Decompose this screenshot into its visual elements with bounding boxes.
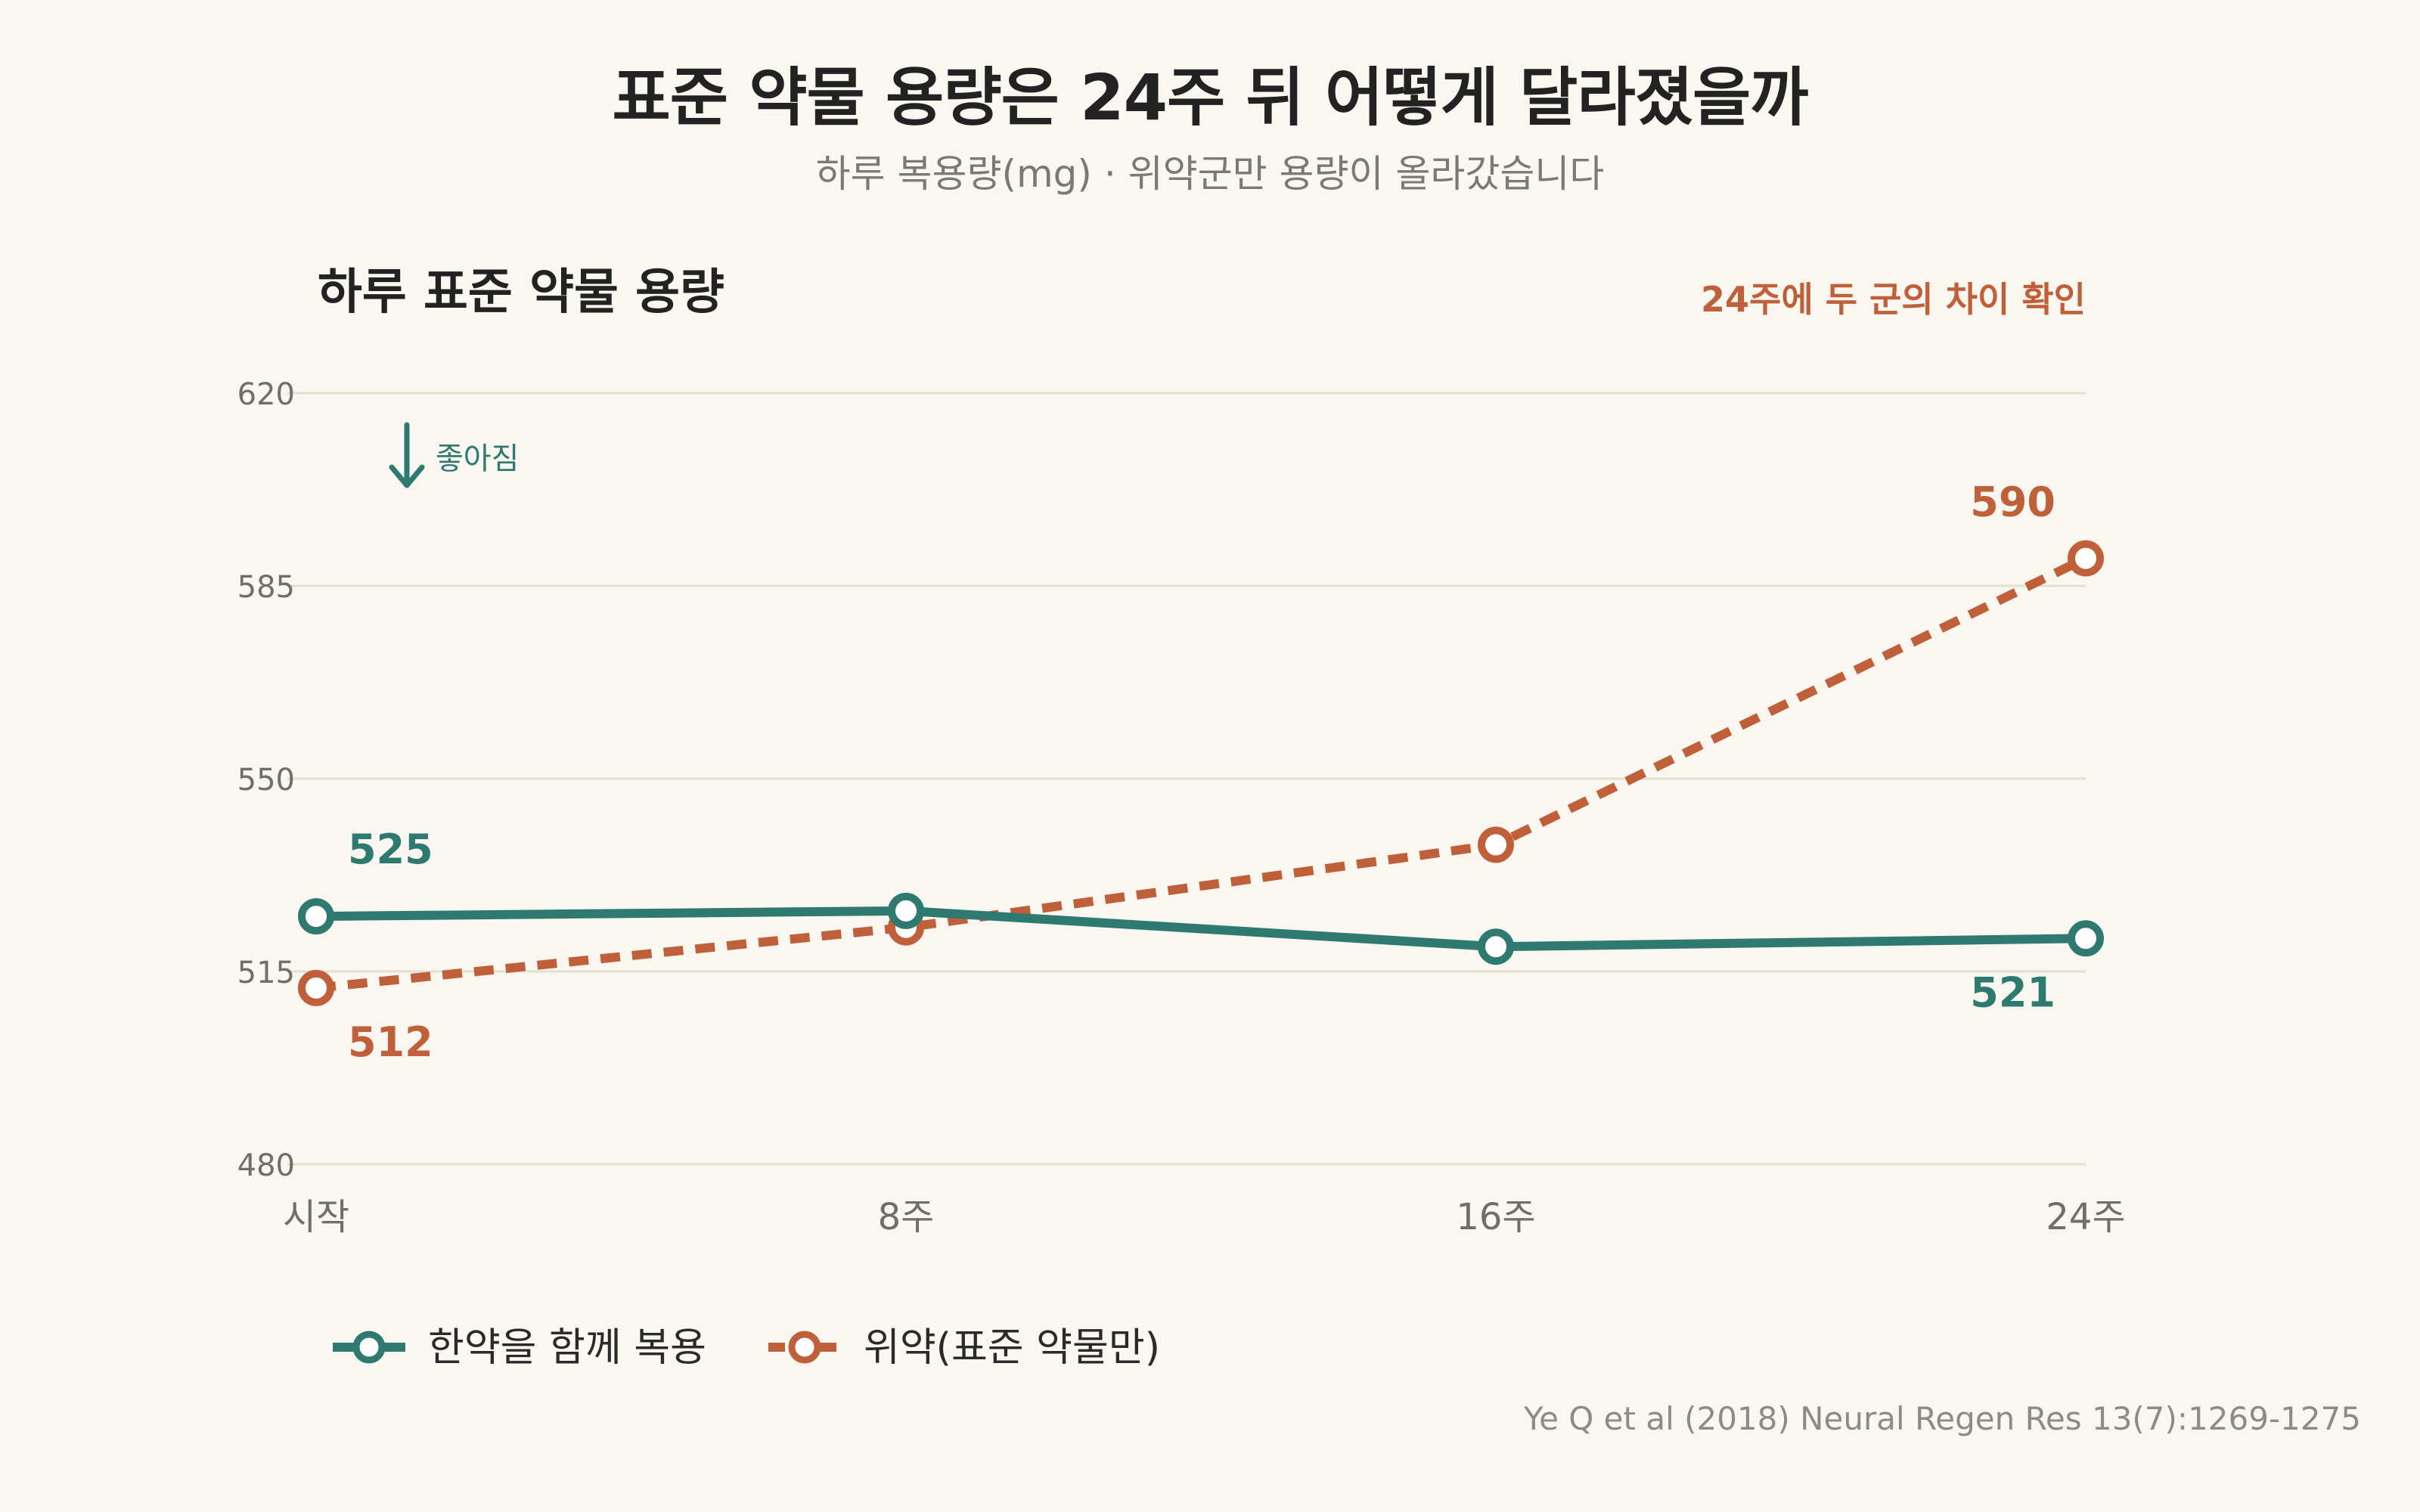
y-tick-label: 550 [237, 763, 295, 798]
legend-label: 한약을 함께 복용 [428, 1325, 706, 1371]
annotation-text: 24주에 두 군의 차이 확인 [1701, 279, 2086, 320]
series-0 [298, 892, 2104, 965]
x-tick-label: 24주 [2046, 1196, 2125, 1238]
source-citation: Ye Q et al (2018) Neural Regen Res 13(7)… [1524, 1400, 2361, 1437]
x-tick-label: 시작 [283, 1196, 349, 1238]
legend-item-0: 한약을 함께 복용 [333, 1325, 706, 1371]
direction-note: 좋아짐 [436, 442, 519, 476]
data-point [298, 898, 334, 935]
chart-title: 표준 약물 용량은 24주 뒤 어떻게 달라졌을까 [612, 60, 1808, 135]
y-tick-label: 620 [237, 377, 295, 412]
legend-label: 위약(표준 약물만) [864, 1325, 1160, 1371]
data-point [298, 969, 334, 1006]
series-line [315, 554, 2088, 993]
series-1 [298, 540, 2104, 1006]
legend-marker [788, 1331, 821, 1364]
data-label: 525 [348, 826, 433, 873]
series-line [315, 906, 2086, 952]
y-tick-label: 480 [237, 1148, 295, 1183]
data-label: 521 [1970, 968, 2055, 1016]
direction-indicator: 좋아짐 [389, 422, 519, 488]
legend-marker [352, 1331, 386, 1364]
data-point [1478, 826, 1514, 863]
data-point [2068, 920, 2104, 957]
y-tick-label: 585 [237, 570, 295, 605]
data-point [888, 892, 924, 929]
chart-subtitle: 하루 복용량(mg) · 위약군만 용량이 올라갔습니다 [815, 152, 1605, 196]
arrow-down-icon [389, 422, 425, 488]
x-tick-label: 16주 [1456, 1196, 1535, 1238]
data-point [2068, 540, 2104, 577]
data-point [1478, 928, 1514, 965]
data-label: 590 [1970, 479, 2055, 526]
legend-item-1: 위약(표준 약물만) [768, 1325, 1160, 1371]
data-label: 512 [348, 1018, 433, 1066]
x-tick-label: 8주 [878, 1196, 935, 1238]
panel-title: 하루 표준 약물 용량 [318, 265, 724, 321]
y-tick-label: 515 [237, 956, 295, 990]
